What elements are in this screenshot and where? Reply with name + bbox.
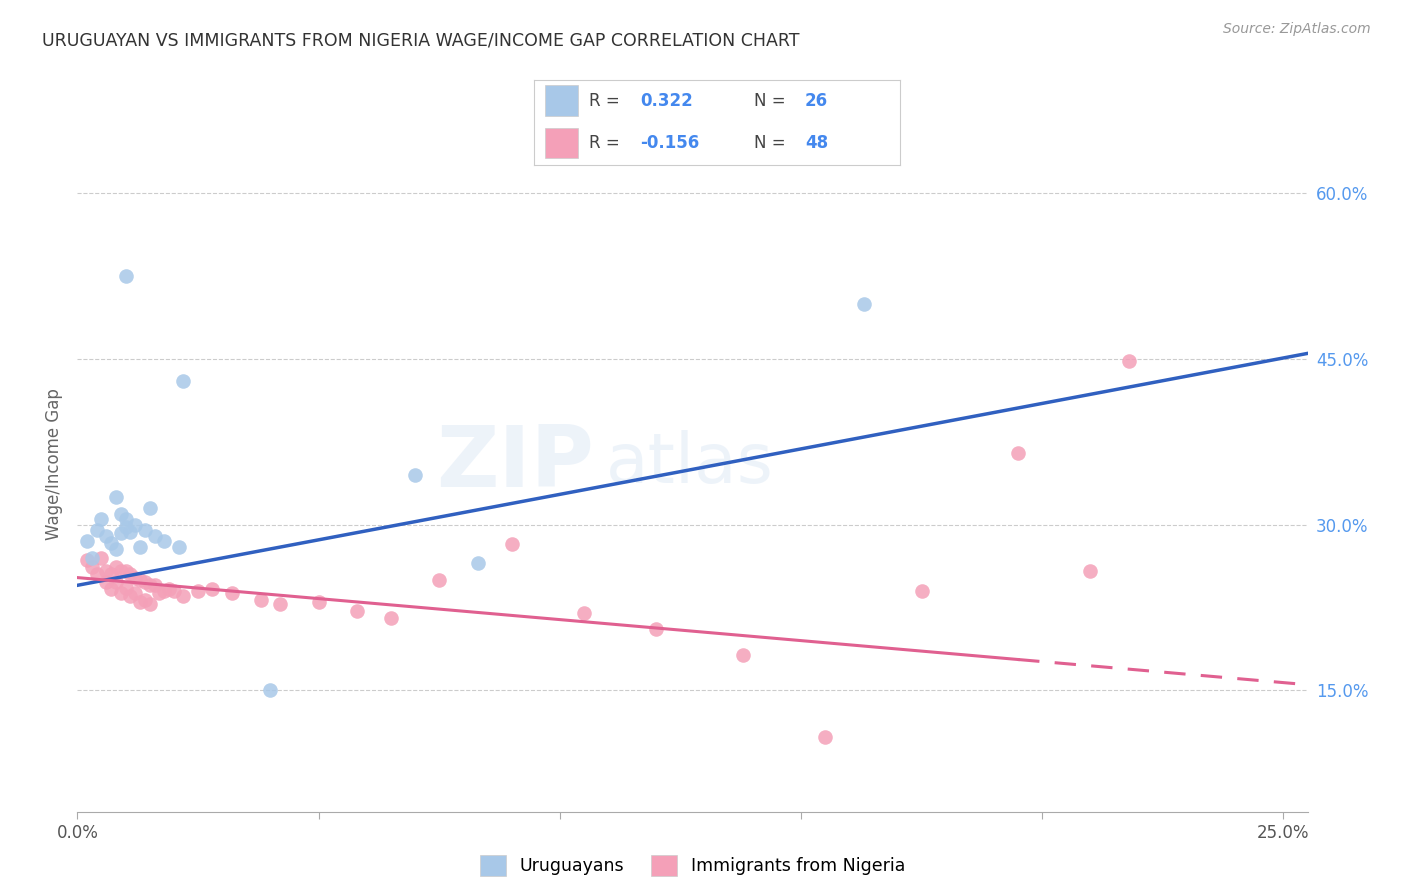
Point: [501, 537, 523, 551]
Point: [124, 571, 146, 585]
Point: [104, 541, 127, 556]
Point: [1080, 564, 1102, 578]
Point: [114, 512, 136, 526]
Point: [814, 730, 837, 744]
Point: [221, 586, 243, 600]
Point: [572, 606, 595, 620]
Y-axis label: Wage/Income Gap: Wage/Income Gap: [45, 388, 63, 540]
Point: [134, 592, 156, 607]
Point: [404, 467, 426, 482]
Point: [143, 578, 166, 592]
Point: [114, 520, 136, 534]
Point: [120, 525, 142, 540]
Point: [110, 564, 132, 578]
Point: [163, 583, 186, 598]
Point: [269, 597, 291, 611]
Point: [80, 559, 103, 574]
Point: [129, 540, 152, 554]
Point: [120, 590, 142, 604]
Point: [138, 501, 160, 516]
Point: [114, 269, 136, 284]
Point: [467, 556, 489, 570]
Point: [86, 523, 108, 537]
Point: [259, 683, 281, 698]
Point: [100, 582, 122, 596]
Text: R =: R =: [589, 92, 620, 110]
Text: ZIP: ZIP: [436, 422, 595, 506]
Point: [96, 564, 118, 578]
Point: [645, 623, 668, 637]
Point: [129, 595, 152, 609]
Text: N =: N =: [754, 92, 785, 110]
Point: [86, 567, 108, 582]
Point: [90, 550, 112, 565]
Point: [110, 507, 132, 521]
Point: [96, 528, 118, 542]
Text: N =: N =: [754, 134, 785, 152]
Text: R =: R =: [589, 134, 620, 152]
Point: [138, 578, 160, 592]
Point: [114, 564, 136, 578]
Point: [346, 604, 368, 618]
Point: [100, 567, 122, 582]
Point: [427, 573, 450, 587]
Point: [76, 534, 98, 549]
Text: 26: 26: [804, 92, 828, 110]
Point: [138, 597, 160, 611]
Point: [172, 590, 194, 604]
Text: atlas: atlas: [606, 430, 775, 498]
Text: Source: ZipAtlas.com: Source: ZipAtlas.com: [1223, 22, 1371, 37]
Point: [153, 534, 176, 549]
Text: URUGUAYAN VS IMMIGRANTS FROM NIGERIA WAGE/INCOME GAP CORRELATION CHART: URUGUAYAN VS IMMIGRANTS FROM NIGERIA WAG…: [42, 31, 800, 49]
Point: [148, 586, 170, 600]
Point: [910, 583, 932, 598]
Point: [129, 573, 152, 587]
Point: [852, 296, 875, 310]
Point: [120, 567, 142, 582]
Point: [76, 553, 98, 567]
Point: [96, 574, 118, 589]
Point: [1007, 446, 1029, 460]
Point: [124, 517, 146, 532]
Point: [134, 523, 156, 537]
Point: [104, 559, 127, 574]
Point: [143, 528, 166, 542]
Point: [100, 536, 122, 550]
Point: [110, 526, 132, 541]
Point: [308, 595, 330, 609]
Point: [153, 583, 176, 598]
Point: [80, 550, 103, 565]
Point: [90, 512, 112, 526]
Point: [134, 574, 156, 589]
Bar: [546, 86, 578, 116]
Text: 0.322: 0.322: [640, 92, 693, 110]
Point: [733, 648, 755, 662]
Point: [157, 582, 180, 596]
Point: [380, 611, 402, 625]
Point: [167, 540, 190, 554]
Point: [104, 490, 127, 504]
Point: [172, 374, 194, 388]
Legend: Uruguayans, Immigrants from Nigeria: Uruguayans, Immigrants from Nigeria: [472, 848, 912, 883]
Point: [201, 582, 224, 596]
Text: -0.156: -0.156: [640, 134, 700, 152]
Point: [110, 586, 132, 600]
Point: [1118, 354, 1140, 368]
Point: [249, 592, 271, 607]
Point: [187, 583, 209, 598]
Text: 48: 48: [804, 134, 828, 152]
Point: [104, 574, 127, 589]
Bar: [546, 128, 578, 158]
Point: [124, 586, 146, 600]
Point: [114, 581, 136, 595]
